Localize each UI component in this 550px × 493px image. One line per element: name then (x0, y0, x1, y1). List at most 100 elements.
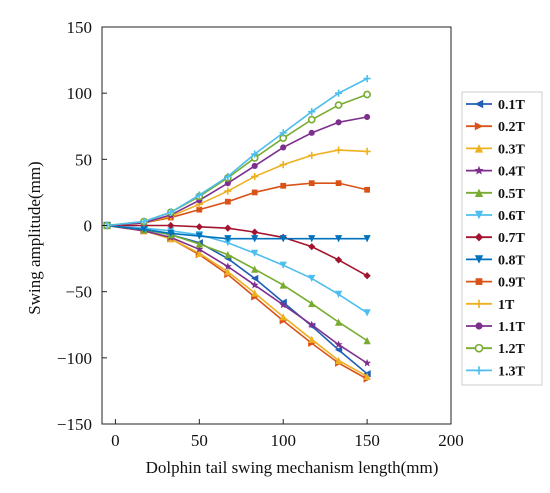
legend-label: 0.7T (498, 231, 526, 246)
data-point (167, 221, 175, 230)
y-tick-label: 100 (67, 84, 93, 103)
data-point (195, 191, 203, 199)
y-tick-label: −50 (65, 283, 92, 302)
data-point (364, 186, 370, 193)
legend-item: 0.8T (466, 253, 526, 268)
series-line (106, 93, 368, 227)
data-point (224, 251, 232, 259)
legend-label: 0.8T (498, 253, 526, 268)
legend-item: 0.1T (466, 98, 526, 113)
legend-marker (474, 144, 484, 153)
data-point (224, 172, 232, 181)
legend-item: 1.3T (466, 364, 526, 379)
data-point (224, 239, 232, 247)
data-point (224, 235, 232, 243)
legend-marker (474, 165, 484, 175)
data-point (224, 268, 232, 276)
legend-label: 1.3T (498, 364, 526, 379)
data-point (363, 75, 371, 83)
legend-label: 1.2T (498, 342, 526, 357)
series-0-6T (103, 221, 371, 317)
data-point (140, 217, 148, 226)
data-point (195, 249, 203, 257)
y-axis-label: Swing amplitude(mm) (25, 161, 44, 314)
series-1-2T (103, 90, 371, 230)
data-point (308, 274, 316, 283)
axis-layer: 0 50 100 150 200 150 100 50 0 −50 −100 −150 (57, 18, 464, 450)
data-point (363, 372, 371, 380)
data-point (224, 198, 231, 205)
series-line (107, 224, 368, 277)
legend-item: 1T (466, 298, 515, 313)
legend-marker (474, 255, 484, 264)
data-point (335, 180, 342, 187)
data-point (279, 235, 287, 243)
data-point (334, 101, 343, 109)
legend-item: 0.3T (466, 142, 526, 157)
legend-item: 0.5T (466, 187, 526, 202)
data-point (195, 232, 203, 240)
series-line (106, 224, 368, 240)
data-point (280, 182, 287, 189)
data-point (363, 309, 371, 317)
legend-marker (474, 99, 484, 109)
legend-label: 0.4T (498, 165, 526, 180)
data-point (251, 172, 259, 181)
data-point (251, 289, 259, 297)
series-0-4T (103, 221, 372, 367)
data-point (334, 235, 343, 243)
y-tick-label: −100 (57, 349, 92, 368)
x-tick-label: 50 (191, 431, 208, 450)
y-tick-label: 50 (75, 150, 92, 169)
legend-label: 1T (498, 298, 515, 313)
data-point (279, 129, 287, 137)
data-point (308, 151, 316, 159)
legend-label: 1.1T (498, 320, 526, 335)
data-point (251, 189, 258, 196)
legend-item: 1.1T (466, 320, 526, 335)
x-tick-label: 150 (354, 431, 380, 450)
legend-marker (475, 322, 483, 330)
legend-marker (474, 366, 484, 375)
series-line (106, 77, 368, 227)
data-point (334, 340, 343, 348)
x-tick-label: 200 (438, 431, 464, 450)
legend-label: 0.2T (498, 120, 526, 135)
data-point (224, 187, 232, 195)
x-tick-label: 100 (270, 431, 296, 450)
series-line (106, 224, 368, 380)
legend-label: 0.1T (498, 98, 526, 113)
x-axis-label: Dolphin tail swing mechanism length(mm) (146, 458, 439, 477)
data-point (308, 243, 316, 251)
legend-label: 0.6T (498, 209, 526, 224)
legend-marker (474, 233, 484, 242)
data-point (167, 229, 175, 238)
data-point (363, 235, 371, 243)
data-point (224, 180, 231, 187)
data-point (280, 144, 287, 151)
data-point (250, 280, 259, 289)
data-point (308, 235, 316, 243)
data-point (334, 318, 343, 326)
data-point (334, 89, 343, 97)
data-point (279, 261, 287, 269)
data-point (223, 262, 232, 270)
data-point (307, 320, 316, 329)
series-layer (103, 75, 372, 383)
data-point (196, 206, 203, 213)
legend-item: 0.9T (466, 276, 526, 291)
data-point (195, 240, 203, 248)
data-point (224, 224, 232, 232)
legend: 0.1T 0.2T 0.3T 0.4T 0.5T 0.6T 0.7T 0.8T 0.9T 1T 1.… (461, 91, 543, 386)
legend-label: 0.5T (498, 187, 526, 202)
data-point (334, 146, 343, 154)
y-tick-label: −150 (57, 415, 92, 434)
data-point (279, 300, 288, 309)
data-point (308, 129, 315, 136)
legend-box (461, 91, 543, 386)
data-point (251, 249, 259, 257)
data-point (308, 299, 316, 308)
data-point (364, 113, 371, 121)
data-point (251, 235, 259, 243)
